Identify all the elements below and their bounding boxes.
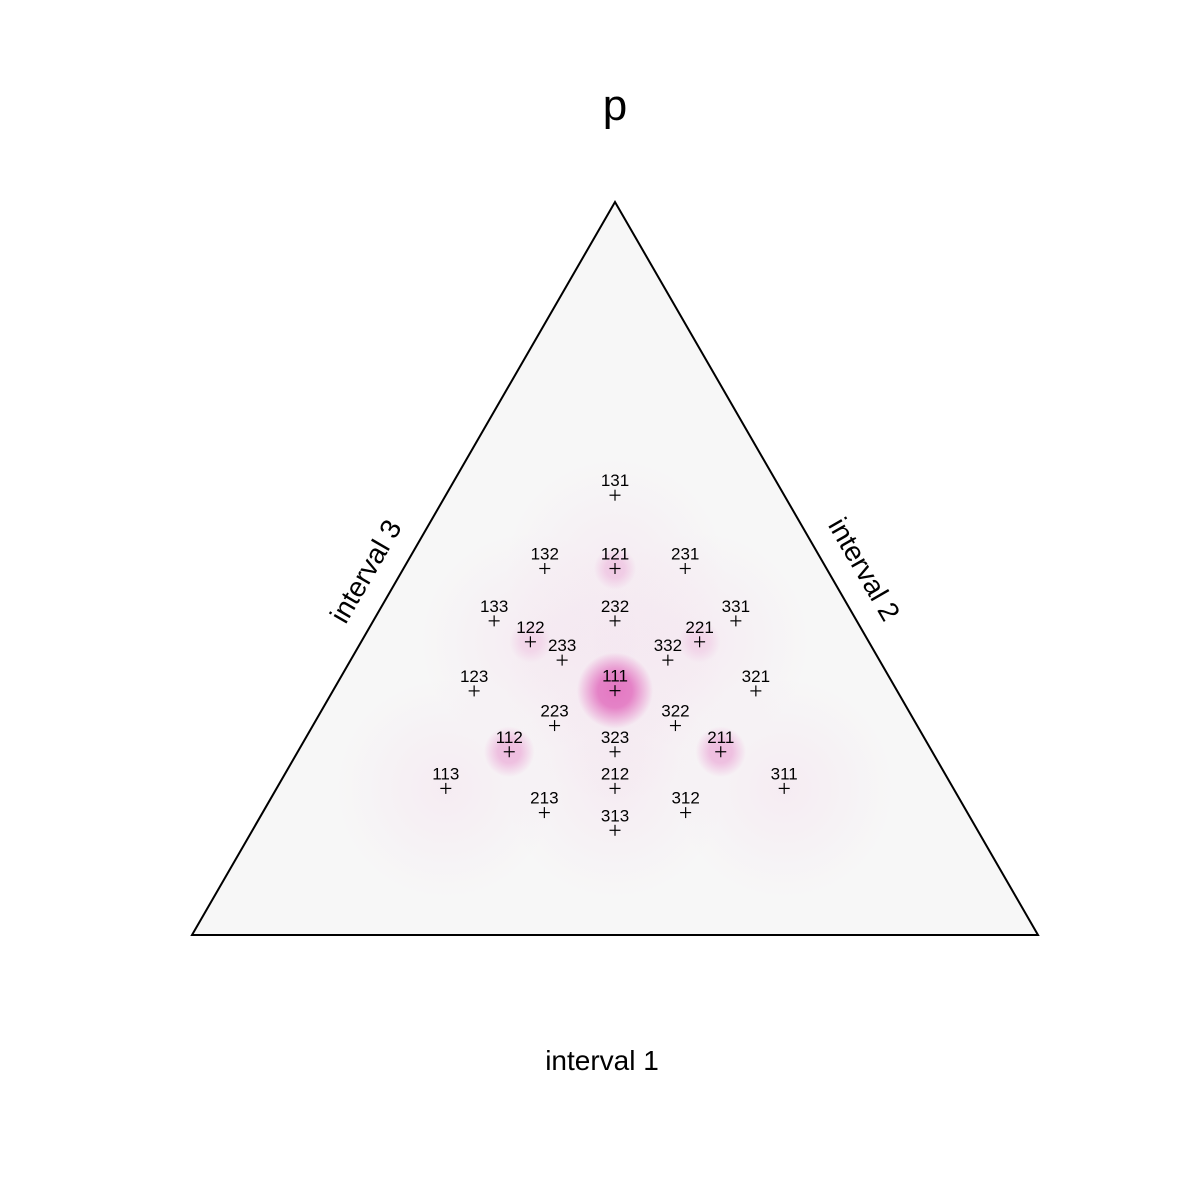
point-label-123: 123 [460, 667, 488, 686]
point-label-111: 111 [602, 667, 628, 686]
point-label-322: 322 [661, 702, 689, 721]
point-marker-233 [556, 654, 568, 666]
point-label-331: 331 [722, 597, 750, 616]
point-marker-313 [609, 824, 621, 836]
point-marker-112 [503, 746, 515, 758]
point-label-121: 121 [601, 545, 629, 564]
point-label-213: 213 [530, 789, 558, 808]
ternary-frame [190, 199, 1040, 936]
point-marker-133 [488, 615, 500, 627]
point-marker-211 [715, 746, 727, 758]
point-marker-331 [730, 615, 742, 627]
axis-label-bottom: interval 1 [545, 1045, 659, 1076]
point-label-231: 231 [671, 545, 699, 564]
point-marker-212 [609, 782, 621, 794]
point-label-122: 122 [516, 618, 544, 637]
point-label-133: 133 [480, 597, 508, 616]
point-label-223: 223 [540, 702, 568, 721]
point-marker-311 [778, 782, 790, 794]
point-label-112: 112 [496, 728, 523, 747]
point-marker-111 [609, 685, 621, 697]
point-label-132: 132 [531, 545, 559, 564]
point-label-313: 313 [601, 806, 629, 825]
point-marker-121 [609, 563, 621, 574]
point-label-131: 131 [601, 471, 629, 490]
point-label-233: 233 [548, 636, 576, 655]
point-label-312: 312 [671, 789, 699, 808]
point-marker-322 [669, 720, 681, 732]
point-label-212: 212 [601, 764, 629, 783]
point-label-113: 113 [432, 764, 459, 783]
point-marker-113 [440, 782, 452, 794]
point-marker-323 [609, 746, 621, 758]
point-marker-131 [609, 489, 621, 501]
point-label-323: 323 [601, 728, 629, 747]
point-marker-223 [549, 720, 561, 732]
point-label-221: 221 [685, 618, 713, 637]
point-label-311: 311 [771, 764, 798, 783]
point-marker-123 [468, 685, 480, 697]
point-label-211: 211 [707, 728, 734, 747]
point-marker-332 [662, 654, 674, 666]
point-label-332: 332 [654, 636, 682, 655]
points-layer: 131 132 121 231 133 232 331 122 221 233 332 123 111 3… [432, 471, 798, 836]
point-marker-213 [538, 807, 550, 819]
point-label-321: 321 [742, 667, 770, 686]
point-marker-122 [524, 636, 536, 648]
point-marker-221 [694, 636, 706, 648]
chart-title: p [603, 81, 627, 130]
point-marker-312 [680, 807, 692, 819]
point-marker-232 [609, 615, 621, 627]
point-label-232: 232 [601, 597, 629, 616]
point-marker-321 [750, 685, 762, 697]
point-marker-231 [679, 563, 691, 574]
point-marker-132 [539, 563, 551, 574]
